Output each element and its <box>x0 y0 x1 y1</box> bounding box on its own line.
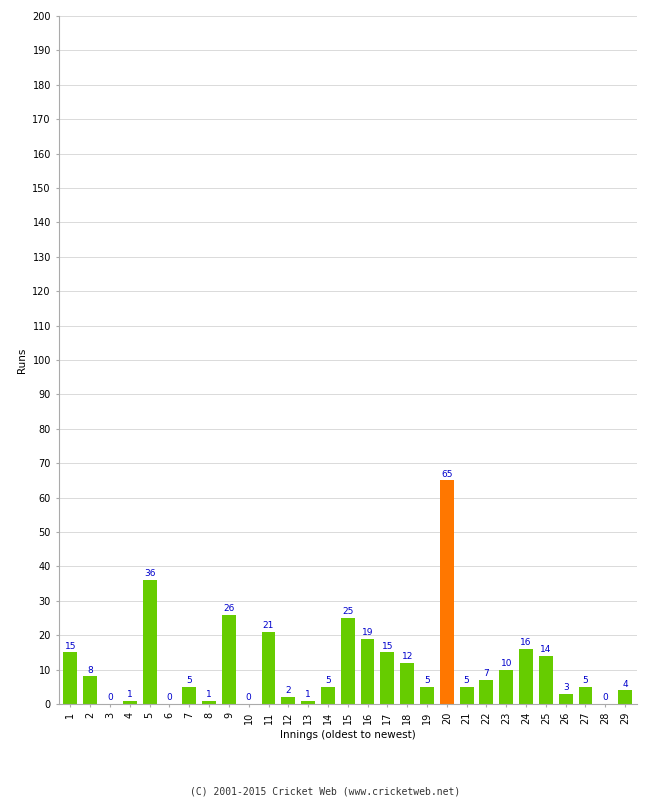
Bar <box>499 670 514 704</box>
Text: 10: 10 <box>500 659 512 668</box>
Bar <box>440 480 454 704</box>
Text: 1: 1 <box>306 690 311 699</box>
Text: 4: 4 <box>622 679 628 689</box>
Text: 5: 5 <box>424 676 430 685</box>
Text: 12: 12 <box>402 652 413 661</box>
Text: 65: 65 <box>441 470 452 478</box>
Text: 0: 0 <box>107 694 113 702</box>
Bar <box>361 638 374 704</box>
Text: 25: 25 <box>342 607 354 616</box>
Text: 0: 0 <box>246 694 252 702</box>
Bar <box>559 694 573 704</box>
Text: 5: 5 <box>187 676 192 685</box>
Bar <box>301 701 315 704</box>
Text: 0: 0 <box>603 694 608 702</box>
Bar <box>420 686 434 704</box>
Bar <box>539 656 552 704</box>
Bar <box>618 690 632 704</box>
Bar <box>64 653 77 704</box>
Bar <box>519 649 533 704</box>
Y-axis label: Runs: Runs <box>17 347 27 373</box>
Text: 26: 26 <box>223 604 235 613</box>
Text: 14: 14 <box>540 645 552 654</box>
Bar <box>400 662 414 704</box>
Text: 1: 1 <box>127 690 133 699</box>
Text: 3: 3 <box>563 683 569 692</box>
Text: 1: 1 <box>206 690 212 699</box>
Text: 15: 15 <box>64 642 76 650</box>
Bar <box>143 580 157 704</box>
Text: 7: 7 <box>484 669 489 678</box>
Bar <box>341 618 355 704</box>
Text: 0: 0 <box>166 694 172 702</box>
Bar <box>123 701 136 704</box>
Text: 15: 15 <box>382 642 393 650</box>
Text: (C) 2001-2015 Cricket Web (www.cricketweb.net): (C) 2001-2015 Cricket Web (www.cricketwe… <box>190 786 460 796</box>
Bar <box>380 653 395 704</box>
X-axis label: Innings (oldest to newest): Innings (oldest to newest) <box>280 730 415 740</box>
Bar <box>321 686 335 704</box>
Bar <box>202 701 216 704</box>
Text: 8: 8 <box>87 666 93 674</box>
Text: 2: 2 <box>285 686 291 695</box>
Bar <box>182 686 196 704</box>
Text: 36: 36 <box>144 570 155 578</box>
Text: 5: 5 <box>463 676 469 685</box>
Bar <box>222 614 236 704</box>
Bar <box>578 686 592 704</box>
Text: 21: 21 <box>263 621 274 630</box>
Bar <box>261 632 276 704</box>
Text: 5: 5 <box>325 676 331 685</box>
Text: 19: 19 <box>362 628 373 637</box>
Bar <box>281 697 295 704</box>
Bar <box>480 680 493 704</box>
Text: 16: 16 <box>520 638 532 647</box>
Bar <box>460 686 474 704</box>
Text: 5: 5 <box>582 676 588 685</box>
Bar <box>83 677 97 704</box>
